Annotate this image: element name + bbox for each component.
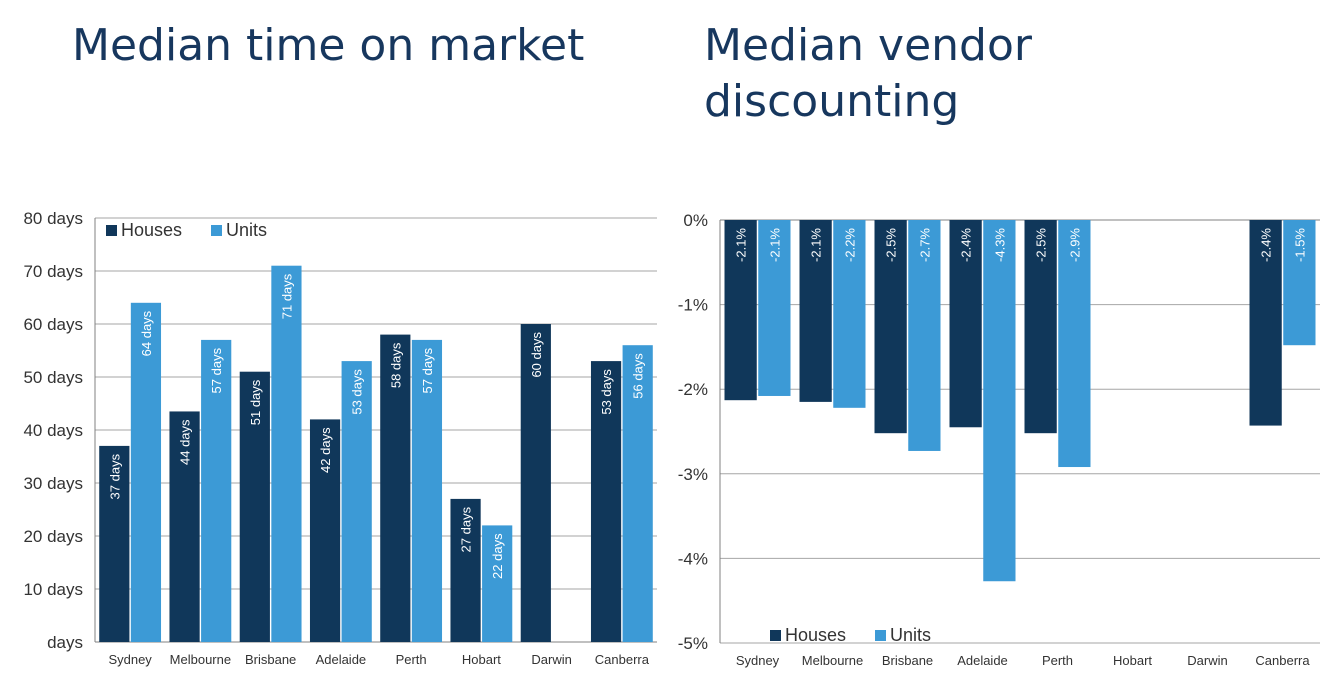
units-data-label: -2.2% xyxy=(842,228,857,262)
y-tick-label: 10 days xyxy=(23,580,83,599)
y-tick-label: 20 days xyxy=(23,527,83,546)
houses-data-label: -2.4% xyxy=(959,228,974,262)
houses-data-label: 51 days xyxy=(248,379,263,425)
y-tick-label: 0% xyxy=(683,211,708,230)
y-tick-label: 50 days xyxy=(23,368,83,387)
houses-bar xyxy=(239,371,270,642)
houses-data-label: -2.4% xyxy=(1259,228,1274,262)
category-label: Melbourne xyxy=(170,652,231,667)
units-bar xyxy=(622,345,653,642)
units-bar xyxy=(271,265,302,642)
houses-bar xyxy=(1249,220,1282,426)
units-bar xyxy=(1283,220,1316,346)
y-tick-label: 60 days xyxy=(23,315,83,334)
houses-bar xyxy=(949,220,982,428)
houses-bar xyxy=(590,361,622,642)
legend-units-label: Units xyxy=(890,625,931,645)
category-label: Brisbane xyxy=(882,653,933,668)
units-data-label: 64 days xyxy=(139,310,154,356)
category-label: Brisbane xyxy=(245,652,296,667)
houses-bar xyxy=(520,324,551,642)
category-label: Hobart xyxy=(462,652,501,667)
units-bar xyxy=(482,525,513,642)
category-label: Perth xyxy=(396,652,427,667)
legend-houses-label: Houses xyxy=(785,625,846,645)
units-bar xyxy=(758,220,791,396)
y-tick-label: -5% xyxy=(678,634,708,653)
y-tick-label: 40 days xyxy=(23,421,83,440)
houses-bar xyxy=(380,334,411,642)
houses-bar xyxy=(99,445,130,642)
category-label: Sydney xyxy=(108,652,152,667)
units-data-label: 53 days xyxy=(350,369,365,415)
category-label: Darwin xyxy=(531,652,571,667)
category-label: Darwin xyxy=(1187,653,1227,668)
title-line-1: Median vendor xyxy=(704,20,1032,71)
legend-houses-swatch xyxy=(106,225,117,236)
title-time-on-market: Median time on market xyxy=(72,20,585,71)
units-bar xyxy=(833,220,866,408)
houses-data-label: 42 days xyxy=(318,427,333,473)
legend-units-swatch xyxy=(875,630,886,641)
units-data-label: -2.9% xyxy=(1067,228,1082,262)
units-bar xyxy=(201,339,232,642)
units-bar xyxy=(983,220,1016,582)
legend-units-label: Units xyxy=(226,220,267,240)
houses-data-label: 27 days xyxy=(459,506,474,552)
category-label: Sydney xyxy=(736,653,780,668)
y-tick-label: -3% xyxy=(678,465,708,484)
category-label: Canberra xyxy=(1255,653,1310,668)
category-label: Melbourne xyxy=(802,653,863,668)
category-label: Hobart xyxy=(1113,653,1152,668)
title-vendor-discounting: Median vendor discounting xyxy=(704,18,1032,130)
units-data-label: 22 days xyxy=(490,533,505,579)
category-label: Adelaide xyxy=(957,653,1008,668)
y-tick-label: 80 days xyxy=(23,209,83,228)
houses-data-label: -2.5% xyxy=(1034,228,1049,262)
units-bar xyxy=(411,339,443,642)
legend-units-swatch xyxy=(211,225,222,236)
houses-bar xyxy=(1024,220,1057,434)
y-tick-label: -1% xyxy=(678,296,708,315)
units-data-label: 57 days xyxy=(209,347,224,393)
units-data-label: -4.3% xyxy=(992,228,1007,262)
houses-data-label: 37 days xyxy=(107,453,122,499)
y-tick-label: -4% xyxy=(678,549,708,568)
houses-data-label: 60 days xyxy=(529,332,544,378)
units-bar xyxy=(341,361,372,642)
units-data-label: -2.1% xyxy=(767,228,782,262)
houses-data-label: 53 days xyxy=(599,369,614,415)
units-data-label: -2.7% xyxy=(917,228,932,262)
houses-data-label: 44 days xyxy=(178,419,193,465)
houses-data-label: 58 days xyxy=(388,342,403,388)
units-bar xyxy=(1058,220,1091,468)
units-bar xyxy=(130,302,162,642)
houses-bar xyxy=(724,220,757,401)
y-tick-label: -2% xyxy=(678,380,708,399)
units-data-label: -1.5% xyxy=(1292,228,1307,262)
houses-bar xyxy=(874,220,907,434)
houses-bar xyxy=(450,498,481,642)
category-label: Perth xyxy=(1042,653,1073,668)
houses-bar xyxy=(799,220,832,402)
houses-data-label: -2.5% xyxy=(884,228,899,262)
y-tick-label: 70 days xyxy=(23,262,83,281)
units-data-label: 56 days xyxy=(631,353,646,399)
legend-houses-swatch xyxy=(770,630,781,641)
houses-bar xyxy=(309,419,341,642)
y-tick-label: 30 days xyxy=(23,474,83,493)
title-line-2: discounting xyxy=(704,76,960,127)
y-tick-label: days xyxy=(47,633,83,652)
houses-data-label: -2.1% xyxy=(734,228,749,262)
houses-bar xyxy=(169,411,200,642)
legend-houses-label: Houses xyxy=(121,220,182,240)
category-label: Canberra xyxy=(595,652,650,667)
category-label: Adelaide xyxy=(316,652,367,667)
units-data-label: 71 days xyxy=(279,273,294,319)
houses-data-label: -2.1% xyxy=(809,228,824,262)
units-bar xyxy=(908,220,941,451)
units-data-label: 57 days xyxy=(420,347,435,393)
